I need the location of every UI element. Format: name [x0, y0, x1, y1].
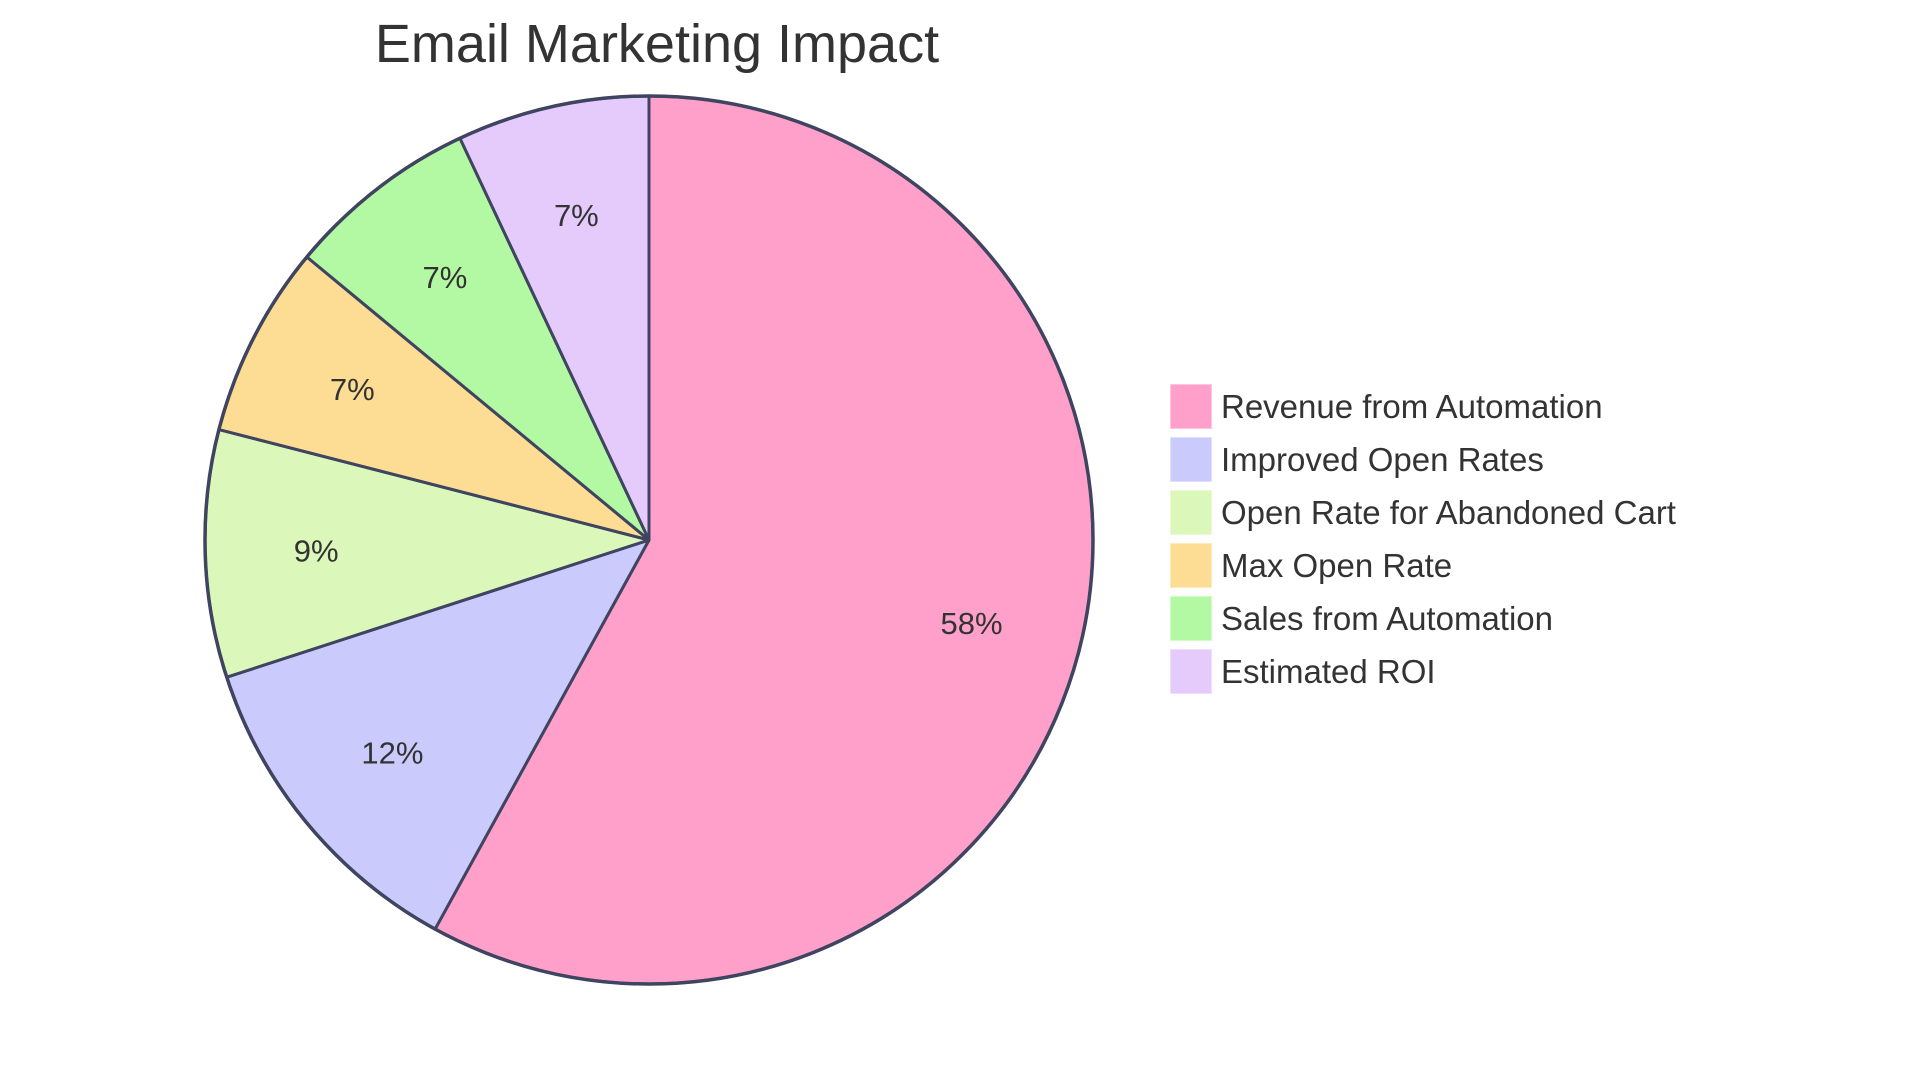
- legend-label: Sales from Automation: [1221, 599, 1553, 637]
- legend-label: Improved Open Rates: [1221, 440, 1544, 478]
- slice-percent-label: 7%: [330, 372, 375, 407]
- slice-percent-label: 7%: [554, 198, 599, 233]
- legend-item: Revenue from Automation: [1170, 380, 1676, 433]
- legend-swatch: [1170, 490, 1212, 535]
- legend-item: Max Open Rate: [1170, 539, 1676, 592]
- legend-swatch: [1170, 384, 1212, 429]
- legend-item: Estimated ROI: [1170, 645, 1676, 698]
- pie-labels: 58% 12% 9% 7% 7% 7%: [294, 198, 1003, 770]
- slice-percent-label: 12%: [361, 735, 423, 770]
- legend-label: Estimated ROI: [1221, 652, 1436, 690]
- pie-outline: [203, 94, 1095, 986]
- pie-slices: [203, 94, 1095, 986]
- legend-label: Open Rate for Abandoned Cart: [1221, 493, 1676, 531]
- legend-swatch: [1170, 543, 1212, 588]
- legend-swatch: [1170, 437, 1212, 482]
- legend-swatch: [1170, 649, 1212, 694]
- slice-percent-label: 7%: [422, 260, 467, 295]
- legend-label: Revenue from Automation: [1221, 387, 1603, 425]
- slice-percent-label: 58%: [941, 606, 1003, 641]
- legend-label: Max Open Rate: [1221, 546, 1453, 584]
- slice-percent-label: 9%: [294, 533, 339, 568]
- legend-item: Sales from Automation: [1170, 592, 1676, 645]
- legend-item: Open Rate for Abandoned Cart: [1170, 486, 1676, 539]
- legend-swatch: [1170, 596, 1212, 641]
- legend: Revenue from Automation Improved Open Ra…: [1170, 380, 1676, 698]
- legend-item: Improved Open Rates: [1170, 433, 1676, 486]
- chart-title: Email Marketing Impact: [375, 14, 939, 74]
